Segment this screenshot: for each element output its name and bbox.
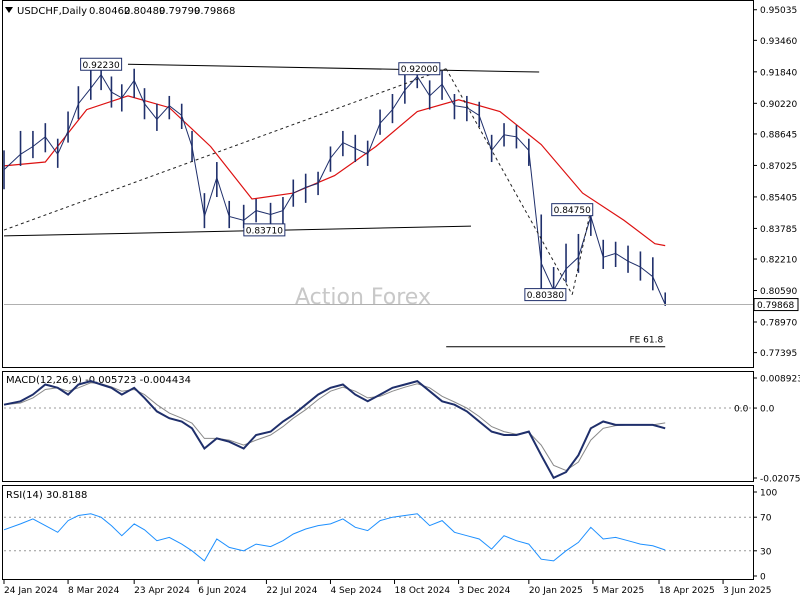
price-label-text: 0.92000: [401, 65, 438, 75]
rsi-tick-label: 30: [760, 547, 772, 557]
ohlc-close: 0.79868: [194, 6, 235, 17]
date-tick-label: 23 Apr 2024: [134, 586, 190, 596]
date-tick-label: 22 Jul 2024: [266, 586, 317, 596]
price-label-text: 0.80380: [527, 291, 564, 301]
price-label-text: 0.84750: [554, 206, 591, 216]
price-label-box: [551, 203, 594, 217]
macd-axis: 0.008923 0.0 -0.020759 0.0: [734, 374, 800, 484]
date-tick-label: 18 Oct 2024: [395, 586, 451, 596]
price-tick-label: 0.83785: [760, 225, 797, 235]
macd-tick-label: 0.008923: [760, 374, 800, 384]
price-tick-label: 0.77395: [760, 349, 797, 359]
macd-tick-label: 0.0: [760, 405, 775, 415]
price-label: 0.80380: [524, 288, 567, 302]
price-label-box: [80, 57, 123, 71]
price-label: 0.92000: [398, 62, 441, 76]
price-tick-label: 0.91840: [760, 68, 797, 78]
symbol-title: USDCHF,Daily: [17, 6, 87, 17]
watermark: Action Forex: [295, 285, 431, 310]
trendline: [3, 225, 471, 237]
price-tick-label: 0.90220: [760, 100, 797, 110]
ohlc-open: 0.80462: [89, 6, 130, 17]
price-label-box: [243, 223, 286, 237]
price-tick-label: 0.93460: [760, 37, 797, 47]
price-tick-label: 0.80590: [760, 287, 797, 297]
macd-zero-label: 0.0: [734, 405, 749, 415]
rsi-line: [3, 513, 666, 562]
price-label: 0.84750: [551, 203, 594, 217]
price-label: 0.92230: [80, 57, 123, 71]
date-tick-label: 3 Jun 2025: [723, 586, 771, 596]
date-tick-label: 6 Jun 2024: [198, 586, 247, 596]
date-tick-label: 20 Jan 2025: [529, 586, 583, 596]
rsi-tick-label: 70: [760, 514, 772, 524]
price-tick-label: 0.87025: [760, 162, 797, 172]
date-tick-label: 3 Dec 2024: [459, 586, 511, 596]
trendline: [127, 63, 540, 73]
date-tick-label: 5 Mar 2025: [593, 586, 644, 596]
price-label-text: 0.83710: [246, 226, 283, 236]
rsi-axis: 100 70 30 0: [753, 489, 777, 583]
ohlc-low: 0.79799: [159, 6, 200, 17]
price-axis: 0.95035 0.93460 0.91840 0.90220 0.88645 0.870…: [753, 6, 797, 359]
macd-line: [3, 379, 666, 480]
price-label-box: [524, 288, 567, 302]
price-tick-label: 0.82210: [760, 256, 797, 266]
price-label: 0.83710: [243, 223, 286, 237]
date-tick-label: 4 Sep 2024: [330, 586, 382, 596]
dashed-trendline: [445, 68, 573, 295]
rsi-tick-label: 0: [760, 573, 766, 583]
current-price-tag: [753, 298, 799, 312]
date-tick-label: 8 Mar 2024: [68, 586, 120, 596]
current-price-label: 0.79868: [757, 301, 794, 311]
macd-tick-label: -0.020759: [760, 474, 800, 484]
price-tick-label: 0.95035: [760, 6, 797, 16]
rsi-panel: [2, 485, 754, 580]
macd-title: MACD(12,26,9) -0.005723 -0.004434: [6, 375, 191, 386]
date-tick-label: 24 Jan 2024: [4, 586, 58, 596]
fe-level-label: FE 61.8: [629, 336, 663, 346]
price-tick-label: 0.85405: [760, 193, 797, 203]
price-label-text: 0.92230: [83, 61, 120, 71]
rsi-tick-label: 100: [760, 489, 777, 499]
price-label-box: [398, 62, 441, 76]
price-panel: [2, 0, 754, 368]
price-tick-label: 0.88645: [760, 130, 797, 140]
price-tick-label: 0.78970: [760, 319, 797, 329]
collapse-arrow-icon[interactable]: [5, 7, 13, 13]
rsi-title: RSI(14) 30.8188: [6, 490, 87, 501]
dashed-trendline: [571, 209, 592, 295]
ohlc-high: 0.80489: [124, 6, 165, 17]
date-tick-label: 18 Apr 2025: [659, 586, 715, 596]
macd-panel: [2, 371, 754, 482]
dashed-trendline: [3, 68, 447, 231]
date-axis: 24 Jan 2024 8 Mar 2024 23 Apr 2024 6 Jun 20…: [3, 580, 771, 596]
price-header: USDCHF,Daily 0.80462 0.80489 0.79799 0.7…: [5, 6, 235, 17]
